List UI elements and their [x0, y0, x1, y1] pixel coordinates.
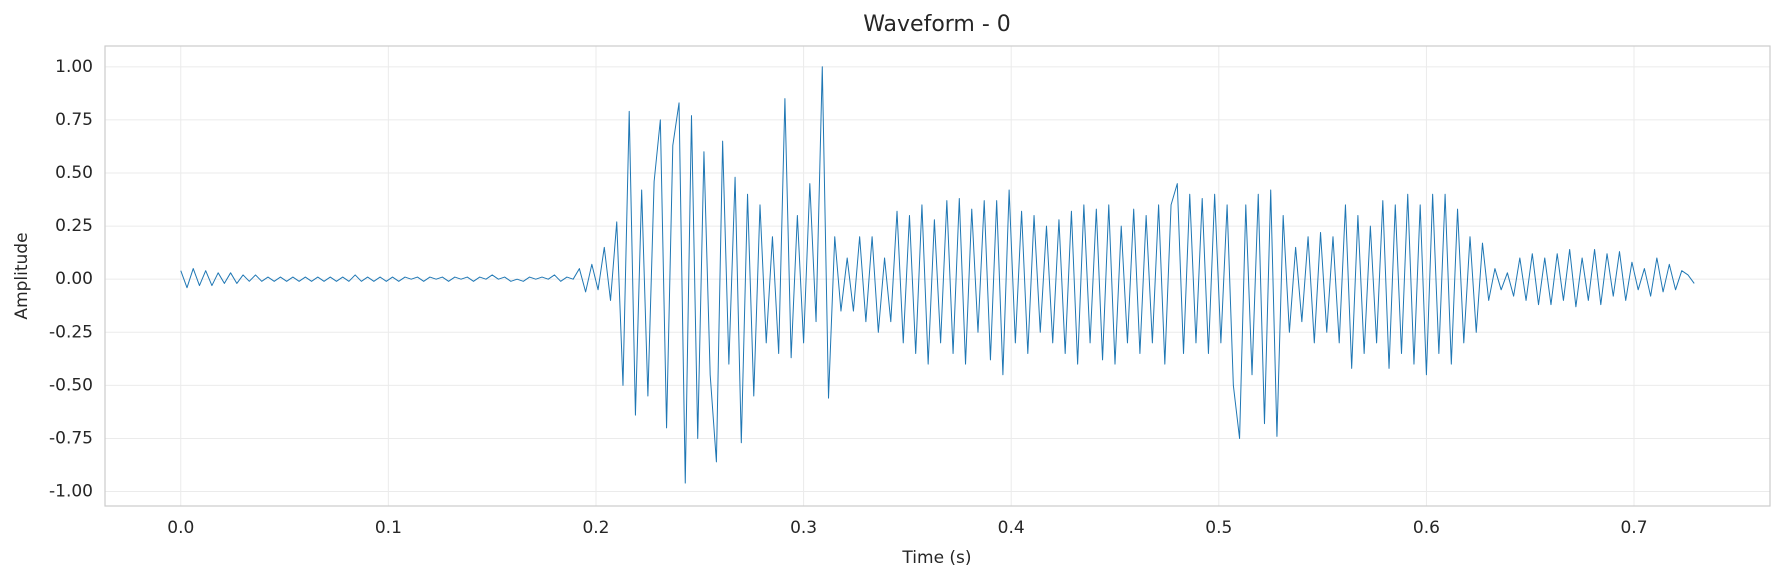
y-tick-label: -1.00: [49, 482, 93, 502]
plot-frame: [104, 45, 1771, 507]
y-tick-label: -0.75: [49, 428, 93, 448]
x-tick-label: 0.5: [1205, 518, 1232, 538]
y-tick-label: 0.50: [55, 163, 93, 183]
x-tick-label: 0.6: [1413, 518, 1440, 538]
x-tick-label: 0.2: [582, 518, 609, 538]
waveform-line: [180, 66, 1695, 484]
x-tick-label: 0.7: [1620, 518, 1647, 538]
x-tick-label: 0.1: [375, 518, 402, 538]
chart-title: Waveform - 0: [863, 12, 1011, 37]
y-axis-label: Amplitude: [12, 232, 32, 319]
x-tick-label: 0.0: [167, 518, 194, 538]
x-tick-label: 0.4: [998, 518, 1025, 538]
y-tick-label: 0.00: [55, 269, 93, 289]
x-axis-label: Time (s): [901, 548, 971, 568]
y-tick-label: 1.00: [55, 57, 93, 77]
y-tick-label: 0.25: [55, 216, 93, 236]
y-tick-label: -0.25: [49, 322, 93, 342]
y-tick-label: -0.50: [49, 375, 93, 395]
x-tick-label: 0.3: [790, 518, 817, 538]
y-tick-label: 0.75: [55, 110, 93, 130]
